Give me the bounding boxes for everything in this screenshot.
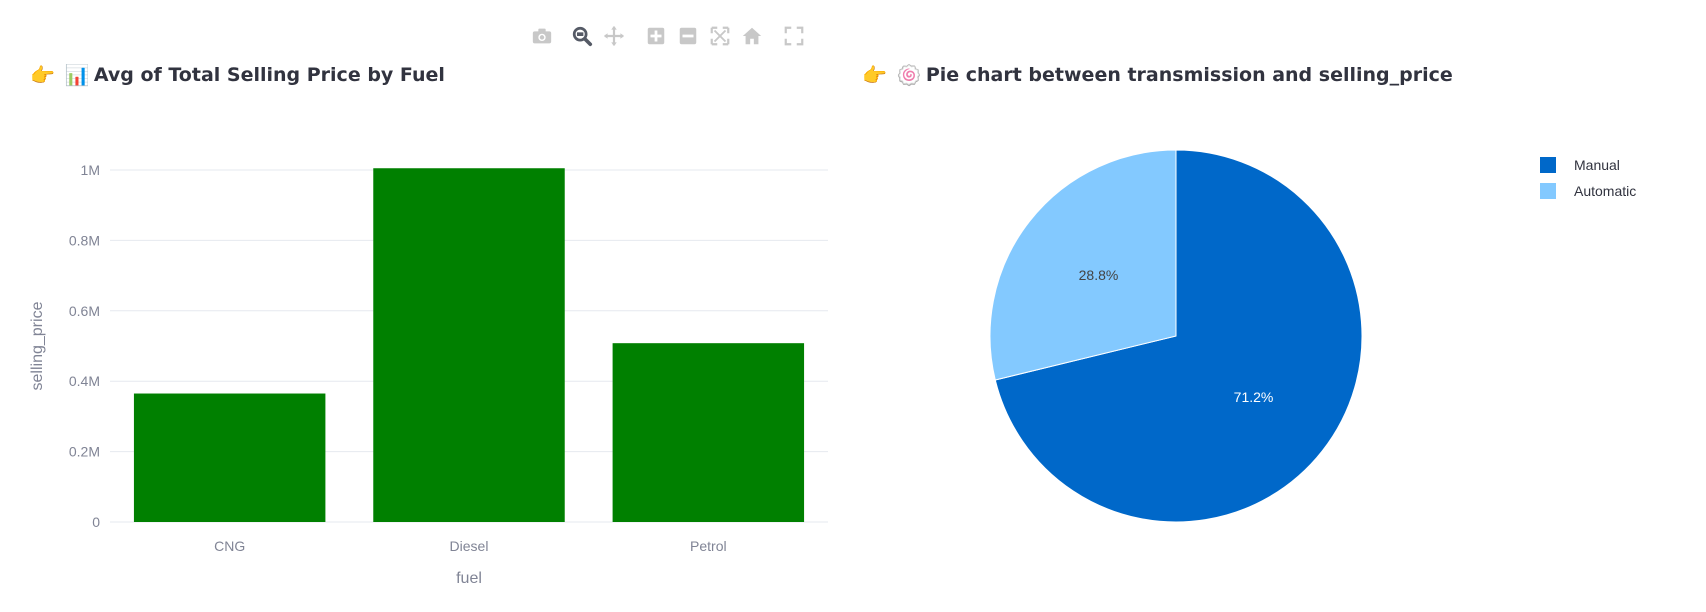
fullscreen-icon[interactable] [780,22,808,50]
bar-chart-title: Avg of Total Selling Price by Fuel [93,64,445,86]
zoom-icon[interactable] [568,22,596,50]
slice-value-label: 71.2% [1234,389,1274,405]
y-tick-label: 0.8M [69,232,100,248]
y-tick-label: 0 [92,514,100,530]
fish-cake-icon: 🍥 [896,63,922,87]
legend-label[interactable]: Manual [1574,157,1620,173]
bar[interactable] [612,343,805,522]
pie-chart-heading: 👉 🍥 Pie chart between transmission and s… [862,60,1453,90]
pie-chart-title: Pie chart between transmission and selli… [925,64,1453,86]
x-tick-label: Petrol [690,538,727,554]
zoom-out-icon[interactable] [674,22,702,50]
pan-icon[interactable] [600,22,628,50]
legend-swatch[interactable] [1540,183,1556,199]
bar-chart-icon: 📊 [64,63,90,87]
pointing-hand-icon: 👉 [862,63,887,87]
autoscale-icon[interactable] [706,22,734,50]
y-axis-label: selling_price [29,301,46,390]
x-axis-label: fuel [456,570,482,587]
bar-chart-heading: 👉 📊 Avg of Total Selling Price by Fuel [30,60,445,90]
reset-axes-icon[interactable] [738,22,766,50]
zoom-in-icon[interactable] [642,22,670,50]
x-tick-label: Diesel [450,538,489,554]
camera-icon[interactable] [528,22,556,50]
bar[interactable] [133,393,326,522]
pie-slice-automatic[interactable] [989,149,1177,381]
slice-value-label: 28.8% [1079,267,1119,283]
y-tick-label: 0.2M [69,444,100,460]
chart-toolbar [528,22,828,50]
bar-chart: 0 0.2M 0.4M 0.6M 0.8M 1M CNG Diesel Petrol fuel se… [29,162,828,587]
y-tick-label: 0.4M [69,373,100,389]
legend-swatch[interactable] [1540,157,1556,173]
pie-slice-manual[interactable] [994,149,1363,523]
pie-chart: 71.2% 28.8% Manual Automatic [989,149,1636,523]
pointing-hand-icon: 👉 [30,63,55,87]
y-tick-label: 1M [81,162,100,178]
bar[interactable] [373,168,565,523]
legend-label[interactable]: Automatic [1574,183,1636,199]
x-tick-label: CNG [214,538,245,554]
y-tick-label: 0.6M [69,303,100,319]
